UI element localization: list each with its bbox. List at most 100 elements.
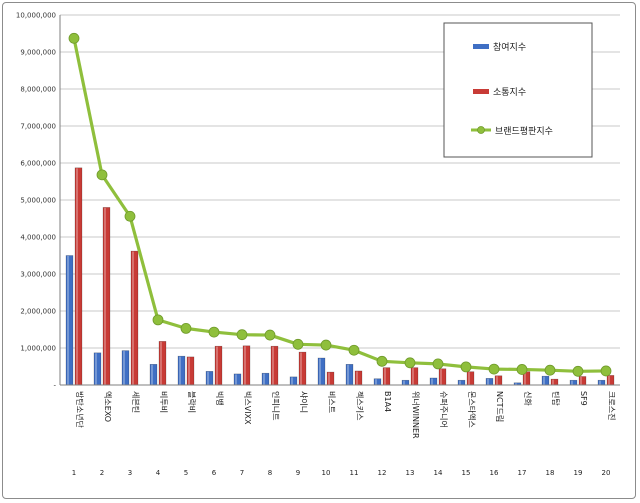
point-brand-reputation [208, 326, 220, 338]
bar-participation [93, 352, 102, 386]
bar-communication-highlight [132, 251, 134, 385]
x-rank-label: 9 [296, 469, 300, 477]
bar-participation-highlight [403, 380, 405, 385]
y-tick-label: - [53, 382, 56, 390]
bar-participation-rect [345, 364, 354, 386]
bar-participation-rect [121, 350, 130, 386]
line-layer [68, 32, 612, 377]
bar-communication-highlight [272, 346, 274, 385]
bar-communication-rect [326, 371, 335, 386]
x-rank-label: 18 [546, 469, 555, 477]
bar-participation-highlight [543, 376, 545, 385]
x-rank-label: 7 [240, 469, 244, 477]
bar-communication-highlight [300, 352, 302, 385]
axis-layer: - 1,000,000 2,000,000 3,000,000 4,000,000 5,0… [16, 12, 620, 477]
bar-communication-rect [130, 250, 139, 386]
point-brand-reputation [152, 314, 164, 326]
bar-participation-rect [317, 357, 326, 386]
bar-communication [298, 351, 307, 386]
bar-participation-highlight [95, 353, 97, 385]
y-tick-label: 2,000,000 [20, 308, 56, 316]
bar-communication [382, 367, 391, 386]
x-category-label: 블락비 [187, 391, 197, 413]
point-brand-reputation [460, 361, 472, 373]
x-category-label: 몬스타엑스 [467, 391, 477, 428]
bar-communication-highlight [216, 346, 218, 385]
x-category-label: 위너WINNER [411, 391, 421, 439]
bar-participation-highlight [123, 351, 125, 385]
bar-communication-highlight [580, 376, 582, 385]
bar-participation [457, 379, 466, 386]
legend-label-communication: 소통지수 [493, 87, 526, 98]
bar-participation-highlight [207, 371, 209, 385]
point-brand-reputation [376, 355, 388, 367]
bar-communication-highlight [160, 341, 162, 385]
x-rank-label: 5 [184, 469, 188, 477]
bar-participation [401, 379, 410, 386]
y-tick-label: 9,000,000 [20, 49, 56, 57]
bar-participation-rect [541, 375, 550, 386]
point-brand-reputation [544, 364, 556, 376]
bar-participation [569, 379, 578, 386]
bar-communication-rect [242, 345, 251, 386]
bar-participation-rect [569, 379, 578, 386]
bar-communication-rect [550, 378, 559, 386]
x-rank-label: 20 [602, 469, 611, 477]
bar-communication [158, 341, 167, 386]
bar-participation [485, 378, 494, 386]
bar-communication-rect [186, 356, 195, 386]
x-category-label: 빅스VIXX [243, 391, 252, 425]
bar-participation [429, 377, 438, 386]
grid-layer [60, 14, 620, 349]
x-rank-label: 6 [212, 469, 217, 477]
bar-communication-highlight [76, 168, 78, 385]
x-category-label: 비스트 [327, 391, 336, 413]
bar-communication-rect [102, 207, 111, 386]
x-category-label: 젝스키스 [355, 391, 365, 420]
bar-participation-rect [149, 364, 158, 386]
bar-participation [233, 373, 242, 386]
bar-participation-highlight [347, 364, 349, 385]
x-rank-label: 14 [434, 469, 443, 477]
bar-participation-highlight [151, 364, 153, 385]
bar-communication [438, 368, 447, 386]
bar-participation [597, 379, 606, 386]
bar-communication-highlight [356, 371, 358, 385]
bar-participation [149, 364, 158, 386]
x-rank-label: 1 [72, 469, 76, 477]
legend-label-participation: 참여지수 [493, 41, 526, 53]
bar-participation-highlight [599, 380, 601, 385]
point-brand-reputation [404, 357, 416, 369]
legend-label-brand: 브랜드평판지수 [495, 126, 553, 137]
bar-participation-rect [429, 377, 438, 386]
bar-communication-rect [494, 375, 503, 386]
bar-participation-rect [65, 255, 74, 386]
point-brand-reputation [516, 364, 528, 375]
bar-communication [466, 371, 475, 386]
bar-communication-highlight [328, 372, 330, 385]
bar-communication-rect [158, 341, 167, 386]
y-tick-label: 4,000,000 [20, 234, 56, 242]
x-rank-label: 3 [128, 469, 132, 477]
bar-participation-highlight [459, 380, 461, 385]
x-rank-label: 17 [518, 469, 527, 477]
point-brand-reputation [180, 322, 192, 334]
bar-participation-highlight [179, 356, 181, 385]
bar-communication-rect [382, 367, 391, 386]
bar-communication [74, 167, 83, 386]
bar-communication-highlight [608, 375, 610, 385]
chart-svg: - 1,000,000 2,000,000 3,000,000 4,000,000 5,0… [16, 12, 620, 477]
bar-participation [261, 372, 270, 386]
bar-communication [130, 250, 139, 386]
bar-communication-rect [214, 345, 223, 386]
bar-participation-rect [177, 355, 186, 386]
bar-communication [606, 375, 615, 386]
legend-swatch-communication [473, 89, 489, 94]
bar-communication-highlight [244, 346, 246, 385]
bar-participation-rect [233, 373, 242, 386]
x-category-label: 틴탑 [551, 391, 561, 406]
legend-box [443, 22, 593, 158]
bar-communication [494, 375, 503, 386]
legend-swatch-participation [473, 44, 489, 49]
bar-communication [214, 345, 223, 386]
